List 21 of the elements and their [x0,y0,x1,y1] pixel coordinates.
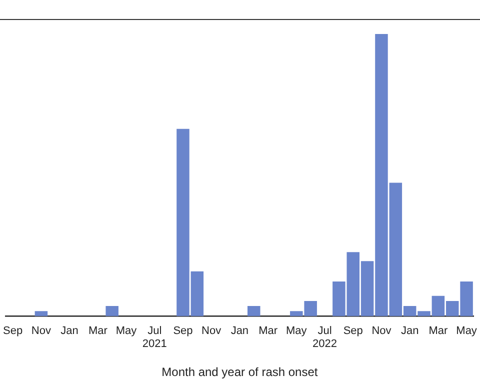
x-tick-label: May [116,324,138,337]
x-tick-label: Jan [230,324,249,337]
x-tick-label: Nov [202,324,222,337]
x-tick-label: Nov [372,324,392,337]
x-tick-label: Jan [60,324,78,337]
bar [34,311,48,316]
x-tick-label: Jul 2022 [312,324,338,350]
x-axis-title: Month and year of rash onset [162,365,318,380]
x-tick-label: Mar [88,324,108,337]
x-tick-label: Sep [3,324,23,337]
bar [106,306,118,316]
x-tick-label: May [286,324,308,337]
x-tick-label: Sep [343,324,363,337]
x-tick-label: Nov [31,324,52,337]
x-tick-label: Mar [258,324,278,337]
x-tick-label: Sep [173,324,193,337]
x-tick-label: Mar [428,324,448,337]
x-tick-label: Jan [400,324,419,337]
x-tick-label: Jul 2021 [142,324,167,350]
x-tick-label: May [456,324,478,337]
bar [247,306,260,316]
